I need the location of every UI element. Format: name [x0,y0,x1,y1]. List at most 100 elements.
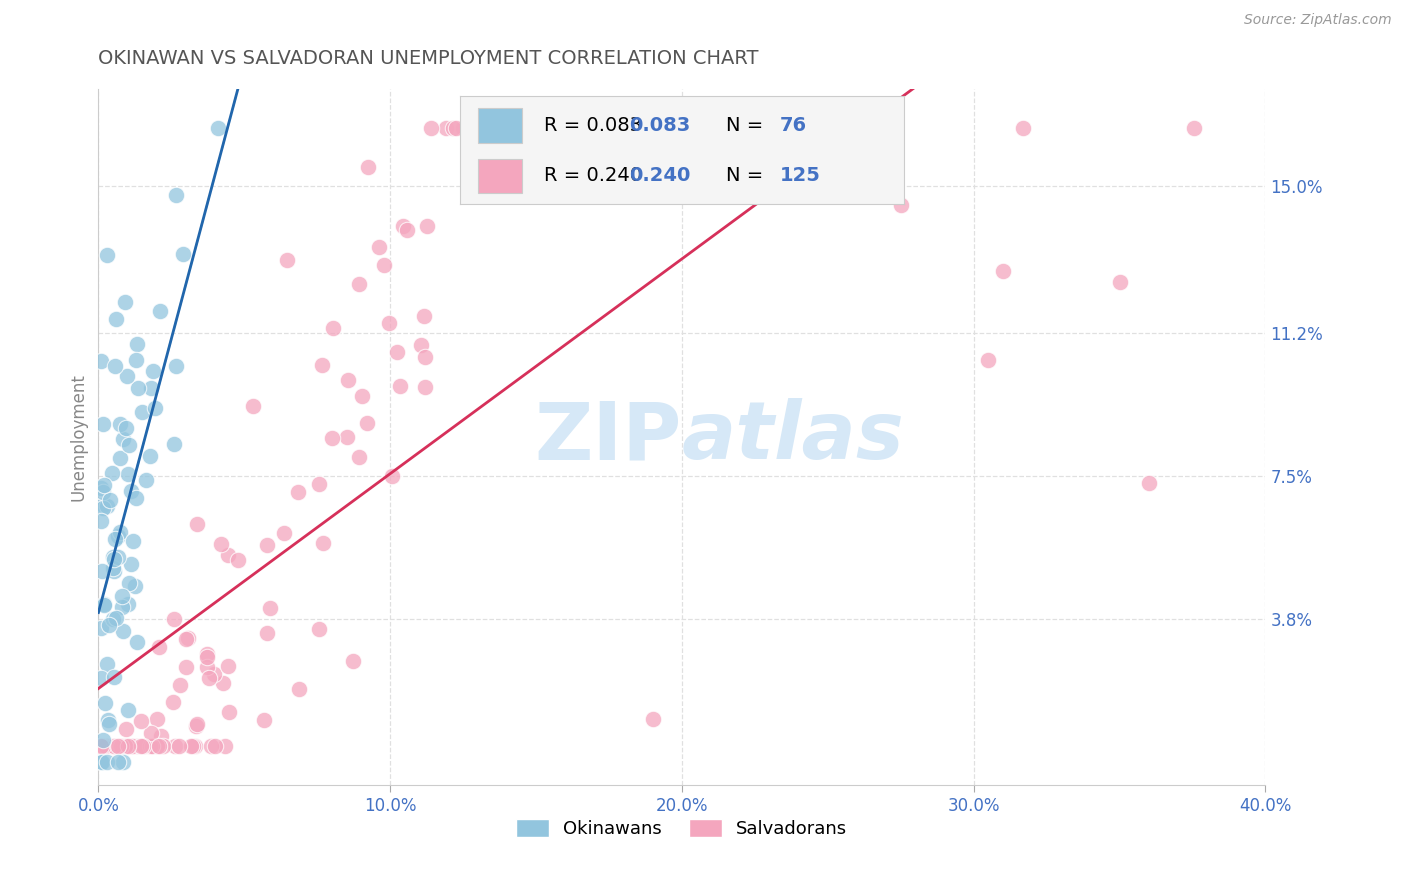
Point [647,120,669,135]
Point [103,670,125,684]
Point [90,671,112,685]
Point [308,476,330,491]
Point [90,621,112,635]
Point [242,399,264,413]
Point [543,120,565,135]
Point [419,120,441,135]
Point [96,755,118,769]
Point [104,311,127,326]
Point [413,310,436,324]
Point [195,650,218,665]
Point [479,188,502,202]
Point [322,320,344,334]
Point [392,219,415,234]
Point [91,755,114,769]
Point [107,755,129,769]
Point [139,739,162,754]
Point [103,552,125,566]
Point [124,579,146,593]
Point [276,252,298,267]
Point [212,676,235,690]
Point [204,739,226,754]
Point [101,549,124,564]
Point [110,417,132,431]
Point [373,258,395,272]
Point [357,160,380,174]
Point [321,431,343,445]
Point [1137,476,1160,491]
Point [198,671,221,685]
Point [142,364,165,378]
Point [195,648,218,662]
Point [207,120,229,135]
Point [724,120,747,135]
Point [101,561,124,575]
Point [90,739,112,754]
Point [165,359,187,373]
Point [129,739,152,754]
Point [121,534,143,549]
Point [94,696,117,710]
Point [104,359,127,373]
Point [125,739,148,754]
Point [596,120,619,135]
Point [186,516,208,531]
Point [138,449,160,463]
Point [381,469,404,483]
Point [148,739,170,754]
Point [259,601,281,615]
Legend: Okinawans, Salvadorans: Okinawans, Salvadorans [509,812,855,846]
Point [349,450,371,464]
Text: OKINAWAN VS SALVADORAN UNEMPLOYMENT CORRELATION CHART: OKINAWAN VS SALVADORAN UNEMPLOYMENT CORR… [98,49,759,68]
Point [1182,120,1205,135]
Point [169,678,191,692]
Point [91,739,114,754]
Point [312,536,335,550]
Point [127,635,149,649]
Point [342,654,364,668]
Point [1108,276,1130,290]
Point [117,703,139,717]
Point [181,739,204,754]
Point [349,277,371,292]
Point [165,188,187,202]
Point [143,401,166,415]
Point [218,705,240,719]
Point [141,725,163,739]
Point [377,316,399,330]
Point [200,739,222,754]
Point [411,338,433,352]
Point [120,558,142,572]
Point [121,739,143,754]
Point [93,478,115,492]
Text: atlas: atlas [682,398,904,476]
Point [91,498,114,512]
Point [177,631,200,645]
Point [174,660,197,674]
Point [165,739,187,754]
Point [117,598,139,612]
Point [138,739,160,754]
Point [273,526,295,541]
Point [132,739,155,754]
Point [107,529,129,543]
Point [146,712,169,726]
Point [209,537,232,551]
Point [91,485,114,500]
Point [336,430,359,444]
Point [90,755,112,769]
Point [172,246,194,260]
Point [180,739,202,754]
Point [94,739,117,754]
Point [641,712,664,726]
Point [138,739,160,754]
Point [94,739,117,754]
Point [441,120,464,135]
Point [186,717,208,731]
Point [115,722,138,736]
Point [112,624,135,638]
Point [977,352,1000,367]
Point [217,549,239,563]
Point [112,432,135,446]
Point [114,739,136,754]
